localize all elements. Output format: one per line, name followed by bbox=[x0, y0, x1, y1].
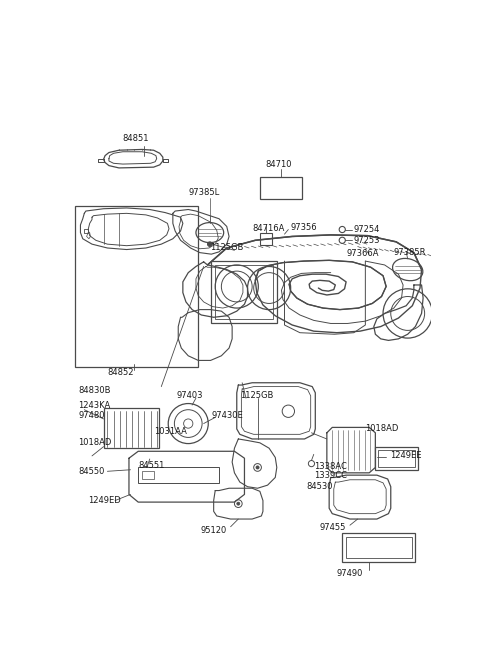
Bar bbox=[215, 265, 273, 319]
Text: 1249ED: 1249ED bbox=[88, 496, 121, 505]
Bar bbox=[142, 472, 154, 479]
Text: 1018AD: 1018AD bbox=[365, 424, 399, 434]
Text: 84550: 84550 bbox=[78, 467, 105, 476]
Bar bbox=[104, 408, 159, 448]
Text: 84551: 84551 bbox=[138, 460, 165, 470]
Text: 84530: 84530 bbox=[306, 482, 333, 491]
Text: 97385R: 97385R bbox=[394, 248, 426, 257]
Text: 84851: 84851 bbox=[123, 134, 149, 143]
Text: 97385L: 97385L bbox=[188, 188, 219, 197]
Text: 84852: 84852 bbox=[108, 368, 134, 377]
Bar bbox=[375, 447, 418, 470]
Circle shape bbox=[237, 502, 240, 505]
Bar bbox=[211, 261, 277, 323]
Bar bbox=[378, 450, 415, 466]
Text: 1249EE: 1249EE bbox=[390, 451, 421, 460]
Bar bbox=[342, 533, 415, 562]
Text: 97254: 97254 bbox=[354, 225, 380, 234]
Bar bbox=[346, 536, 411, 558]
Bar bbox=[260, 233, 272, 245]
Text: 97480: 97480 bbox=[78, 411, 105, 421]
Text: 1125GB: 1125GB bbox=[210, 243, 243, 252]
Text: 97356: 97356 bbox=[291, 223, 317, 232]
Text: 95120: 95120 bbox=[201, 526, 227, 535]
Text: 97455: 97455 bbox=[319, 523, 346, 532]
Text: 84710: 84710 bbox=[265, 160, 292, 170]
Bar bbox=[138, 468, 219, 483]
Text: 97403: 97403 bbox=[177, 391, 203, 400]
Bar bbox=[75, 206, 198, 367]
Text: 1125GB: 1125GB bbox=[240, 391, 273, 400]
Text: 97253: 97253 bbox=[354, 236, 380, 245]
Text: 97430E: 97430E bbox=[211, 411, 243, 420]
Text: 97490: 97490 bbox=[337, 569, 363, 578]
Text: 1018AD: 1018AD bbox=[78, 438, 111, 447]
Text: 1031AA: 1031AA bbox=[154, 427, 186, 436]
Text: 97366A: 97366A bbox=[346, 249, 379, 258]
Text: 1339CC: 1339CC bbox=[314, 472, 347, 480]
Circle shape bbox=[207, 242, 212, 246]
Bar bbox=[260, 177, 302, 198]
Text: 84830B: 84830B bbox=[78, 386, 110, 395]
Text: 1338AC: 1338AC bbox=[314, 462, 347, 471]
Circle shape bbox=[256, 466, 259, 469]
Text: 84716A: 84716A bbox=[252, 224, 285, 233]
Text: 1243KA: 1243KA bbox=[78, 402, 110, 410]
